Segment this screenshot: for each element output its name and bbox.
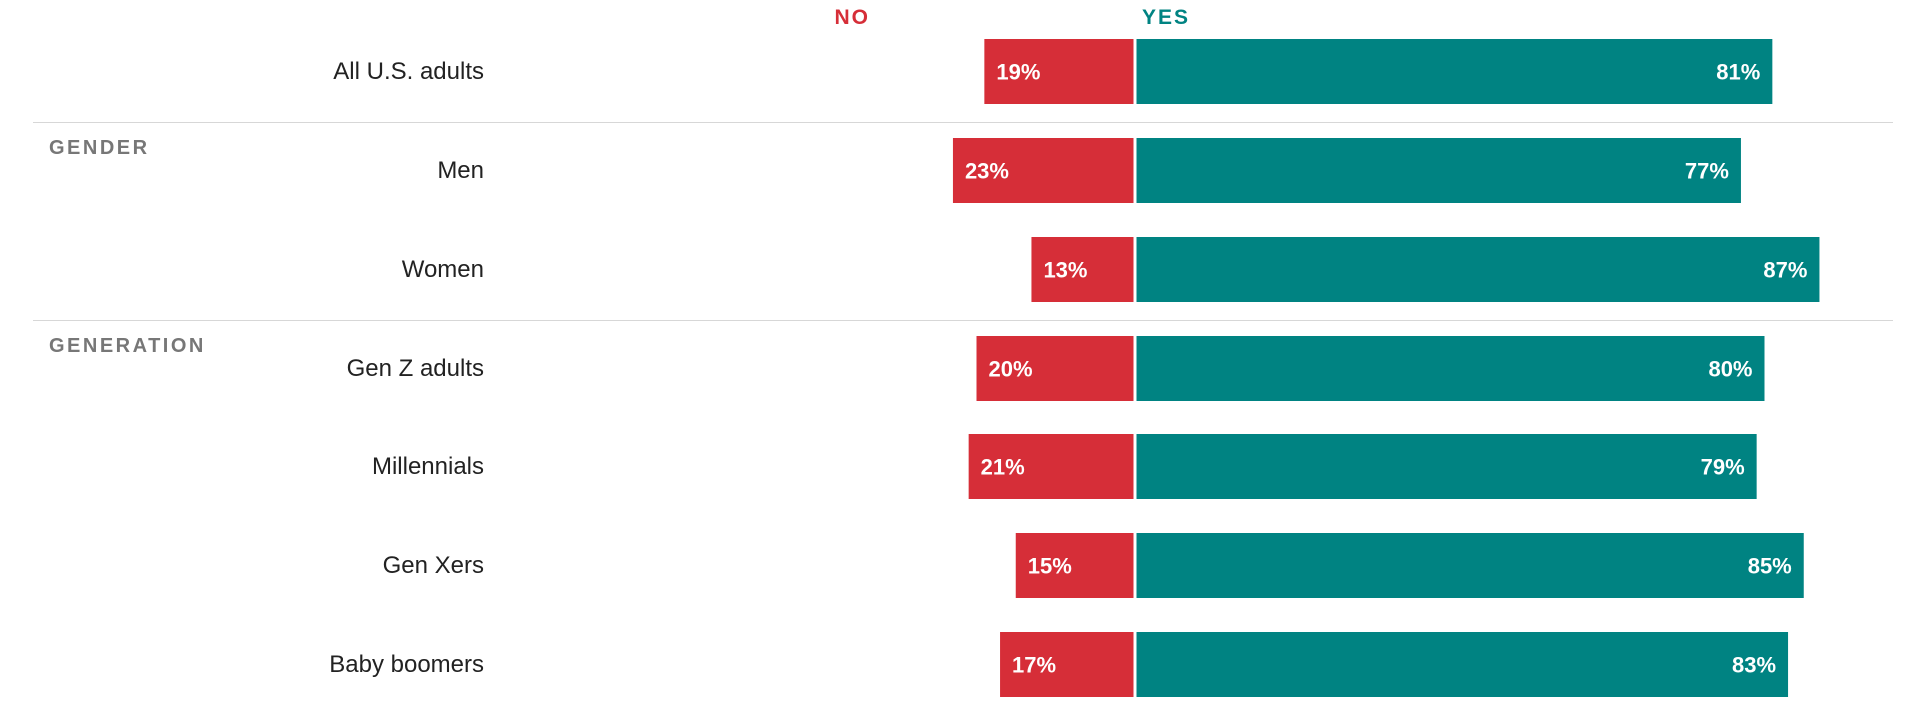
bar-no-label: 20%	[989, 357, 1033, 382]
bar-yes	[1136, 336, 1765, 401]
bar-no-label: 15%	[1028, 554, 1072, 579]
group-label: GENDER	[49, 137, 150, 159]
bar-yes	[1136, 434, 1757, 499]
bar-yes	[1136, 533, 1804, 598]
bar-no	[1015, 533, 1134, 598]
bar-no	[1000, 632, 1134, 697]
category-label: Gen Xers	[382, 551, 484, 579]
bar-no-label: 19%	[996, 60, 1040, 85]
category-label: Women	[401, 255, 484, 283]
category-label: Baby boomers	[329, 650, 484, 678]
bar-yes-label: 77%	[1685, 159, 1729, 184]
bar-no	[976, 336, 1134, 401]
legend-no: NO	[834, 6, 870, 29]
bar-no	[984, 39, 1134, 104]
category-label: All U.S. adults	[333, 57, 484, 85]
bar-yes	[1136, 632, 1789, 697]
bar-no	[1031, 237, 1134, 302]
bar-no-label: 13%	[1043, 258, 1087, 283]
group-separator	[33, 122, 1893, 123]
bar-yes-label: 80%	[1708, 357, 1752, 382]
bar-yes	[1136, 138, 1741, 203]
group-separator	[33, 320, 1893, 321]
category-label: Men	[437, 156, 484, 184]
bar-no-label: 17%	[1012, 653, 1056, 678]
bar-yes-label: 79%	[1701, 455, 1745, 480]
bar-no-label: 21%	[981, 455, 1025, 480]
legend-yes: YES	[1142, 6, 1191, 29]
bar-no	[968, 434, 1134, 499]
group-label: GENERATION	[49, 335, 206, 357]
category-label: Gen Z adults	[346, 354, 484, 382]
category-label: Millennials	[371, 452, 484, 480]
bar-yes-label: 81%	[1716, 60, 1760, 85]
bar-yes-label: 85%	[1748, 554, 1792, 579]
bar-yes	[1136, 237, 1820, 302]
bar-yes	[1136, 39, 1773, 104]
bar-no	[952, 138, 1134, 203]
bar-yes-label: 83%	[1732, 653, 1776, 678]
bar-no-label: 23%	[965, 159, 1009, 184]
bar-yes-label: 87%	[1763, 258, 1807, 283]
